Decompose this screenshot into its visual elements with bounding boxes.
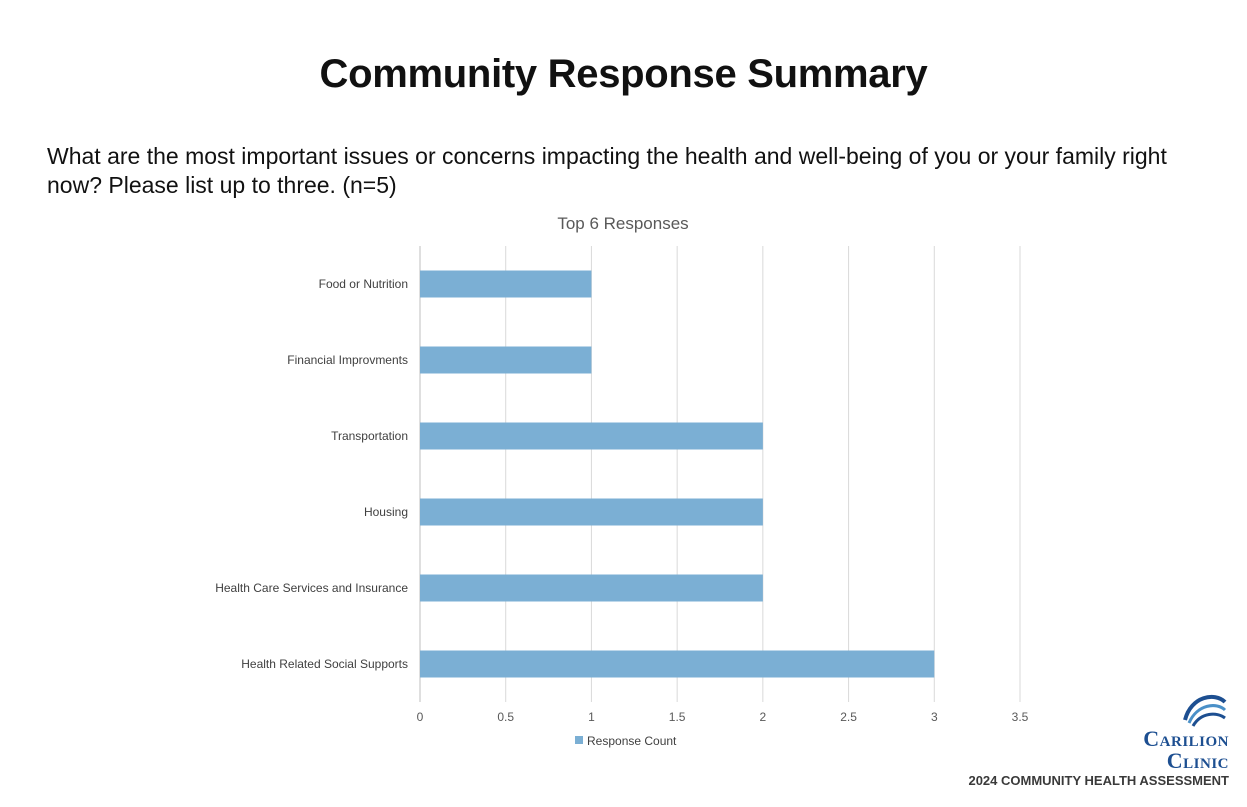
x-tick-label: 0 [417, 710, 424, 724]
carilion-clinic-logo: Carilion Clinic [929, 690, 1229, 800]
x-tick-label: 0.5 [497, 710, 514, 724]
category-label: Housing [364, 505, 408, 519]
logo-text-clinic: Clinic [1166, 748, 1229, 773]
bar-health-related-social-supports [420, 650, 935, 678]
category-label: Food or Nutrition [319, 277, 408, 291]
x-tick-label: 3.5 [1012, 710, 1029, 724]
category-label: Health Related Social Supports [241, 657, 408, 671]
legend-label: Response Count [587, 734, 677, 748]
x-tick-label: 2.5 [840, 710, 857, 724]
survey-question: What are the most important issues or co… [47, 143, 1167, 198]
x-tick-label: 1.5 [669, 710, 686, 724]
bar-housing [420, 498, 763, 526]
legend-swatch [575, 736, 583, 744]
logo-swoosh-icon [1183, 694, 1227, 727]
bar-financial-improvments [420, 346, 592, 374]
page-title: Community Response Summary [319, 52, 928, 96]
bar-food-or-nutrition [420, 270, 592, 298]
chart-title: Top 6 Responses [557, 214, 688, 233]
x-tick-label: 2 [760, 710, 767, 724]
x-tick-label: 3 [931, 710, 938, 724]
bar-health-care-services-and-insurance [420, 574, 763, 602]
x-tick-label: 1 [588, 710, 595, 724]
category-label: Health Care Services and Insurance [215, 581, 408, 595]
category-label: Transportation [331, 429, 408, 443]
bar-transportation [420, 422, 763, 450]
logo-text-carilion: Carilion [1143, 726, 1229, 751]
assessment-tagline: 2024 COMMUNITY HEALTH ASSESSMENT [968, 773, 1229, 788]
category-label: Financial Improvments [287, 353, 408, 367]
